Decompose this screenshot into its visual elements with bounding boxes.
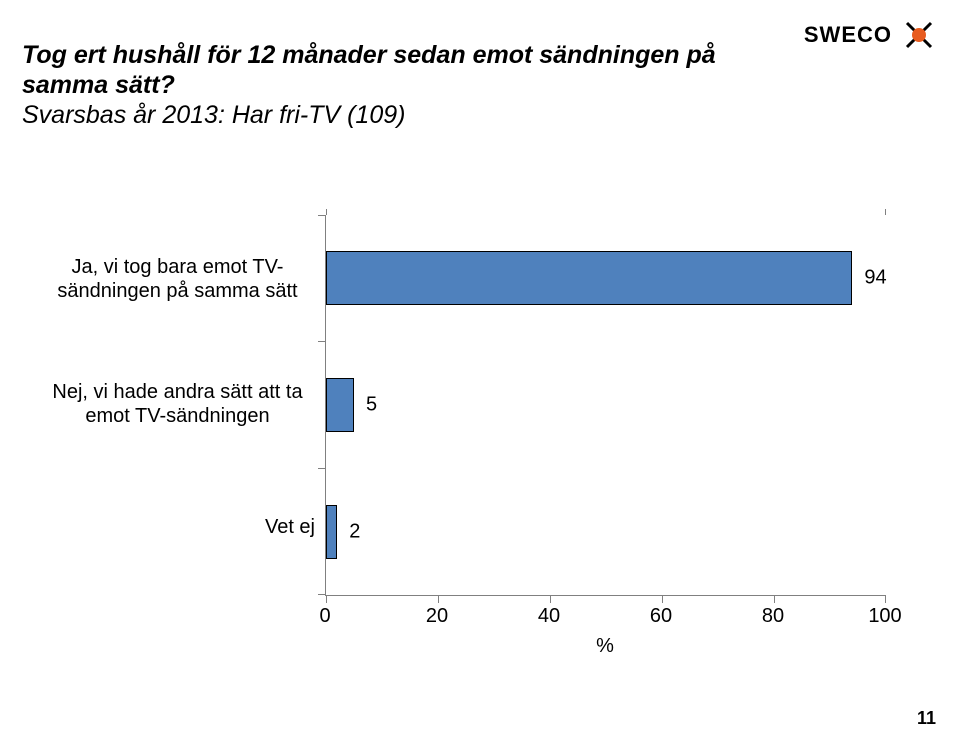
subtitle: Svarsbas år 2013: Har fri-TV (109) <box>22 100 742 130</box>
title-line: Tog ert hushåll för 12 månader sedan emo… <box>22 40 742 100</box>
chart: Ja, vi tog bara emot TV-sändningen på sa… <box>40 215 920 645</box>
bar-value: 94 <box>864 267 886 290</box>
xtick-label: 20 <box>426 605 448 628</box>
bar-value: 2 <box>349 521 360 544</box>
page-title: Tog ert hushåll för 12 månader sedan emo… <box>22 40 742 130</box>
category-label: Nej, vi hade andra sätt att ta emot TV-s… <box>40 380 315 428</box>
plot-area: 94 5 2 <box>325 215 886 596</box>
logo-text: SWECO <box>804 22 892 48</box>
xtick-label: 0 <box>319 605 330 628</box>
xtick-label: 80 <box>762 605 784 628</box>
x-axis-label: % <box>325 635 885 658</box>
bar-value: 5 <box>366 394 377 417</box>
xtick-label: 60 <box>650 605 672 628</box>
bar <box>326 251 852 305</box>
bar <box>326 378 354 432</box>
xtick-label: 40 <box>538 605 560 628</box>
sweco-logo: SWECO <box>804 18 936 52</box>
page-number: 11 <box>917 708 936 729</box>
category-label: Vet ej <box>40 515 315 539</box>
logo-mark-icon <box>902 18 936 52</box>
bar <box>326 505 337 559</box>
category-labels: Ja, vi tog bara emot TV-sändningen på sa… <box>40 215 325 645</box>
xtick-label: 100 <box>868 605 901 628</box>
category-label: Ja, vi tog bara emot TV-sändningen på sa… <box>40 255 315 303</box>
